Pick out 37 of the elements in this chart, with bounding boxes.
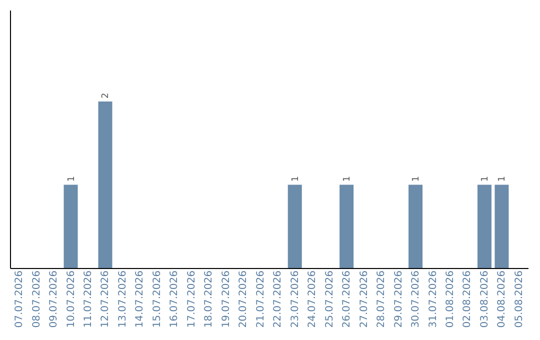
x-tick-label: 14.07.2026: [134, 270, 146, 328]
x-tick-label: 16.07.2026: [169, 270, 180, 328]
x-tick-label: 15.07.2026: [152, 270, 163, 328]
x-tick-label: 02.08.2026: [462, 270, 474, 328]
data-label: 1: [66, 176, 77, 182]
x-tick-label: 13.07.2026: [117, 270, 128, 328]
x-tick-label: 22.07.2026: [272, 270, 284, 328]
data-label: 1: [412, 176, 422, 182]
x-tick-label: 25.07.2026: [324, 270, 336, 328]
data-label: 1: [290, 176, 301, 182]
x-tick-label: 01.08.2026: [445, 270, 456, 328]
x-tick-label: 31.07.2026: [428, 270, 439, 328]
x-tick-label: 28.07.2026: [376, 270, 388, 328]
data-label: 2: [101, 92, 112, 99]
x-tick-label: 07.07.2026: [14, 270, 26, 328]
x-tick-label: 20.07.2026: [238, 270, 250, 328]
x-tick-label: 24.07.2026: [307, 270, 318, 328]
x-tick-label: 17.07.2026: [186, 270, 198, 328]
x-tick-label: 12.07.2026: [100, 270, 112, 328]
x-tick-label: 23.07.2026: [290, 270, 301, 328]
x-tick-label: 05.08.2026: [514, 270, 525, 328]
x-tick-label: 27.07.2026: [358, 270, 370, 328]
x-tick-label: 04.08.2026: [496, 270, 508, 328]
x-tick-label: 10.07.2026: [66, 270, 77, 328]
data-label: 1: [498, 176, 508, 182]
data-label: 1: [342, 176, 353, 182]
x-tick-label: 26.07.2026: [342, 270, 353, 328]
x-tick-label: 18.07.2026: [204, 270, 215, 328]
x-tick-label: 19.07.2026: [220, 270, 232, 328]
x-tick-label: 09.07.2026: [48, 270, 60, 328]
x-tick-label: 03.08.2026: [479, 270, 490, 328]
x-tick-label: 21.07.2026: [255, 270, 266, 328]
x-tick-label: 11.07.2026: [83, 270, 94, 328]
x-tick-label: 29.07.2026: [393, 270, 404, 328]
data-label: 1: [480, 176, 490, 182]
x-tick-label: 30.07.2026: [410, 270, 422, 328]
x-tick-label: 08.07.2026: [31, 270, 42, 328]
